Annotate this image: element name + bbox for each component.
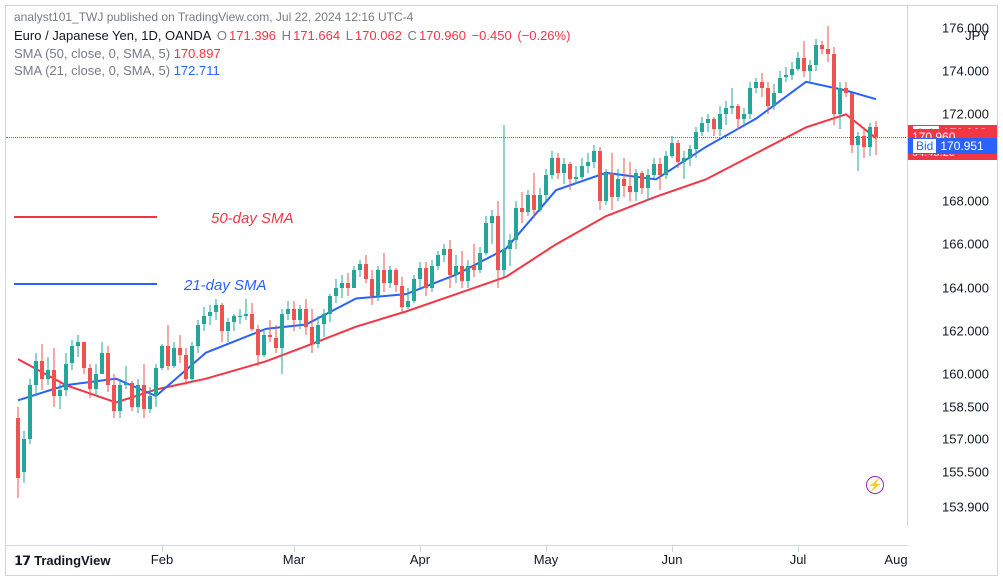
y-tick: 162.000 — [942, 324, 989, 339]
y-tick: 172.000 — [942, 107, 989, 122]
price-label: Bid170.951 — [908, 138, 997, 154]
sma50-legend-line — [14, 216, 157, 218]
y-tick: 164.000 — [942, 280, 989, 295]
plot-area[interactable]: 50-day SMA 21-day SMA ⚡ — [6, 6, 908, 526]
y-tick: 158.500 — [942, 399, 989, 414]
x-tick: Feb — [151, 552, 173, 567]
sma50-annotation: 50-day SMA — [211, 210, 294, 227]
y-tick: 153.900 — [942, 499, 989, 514]
y-tick: 174.000 — [942, 64, 989, 79]
x-axis[interactable]: Feb Mar Apr May Jun Jul Aug — [6, 545, 908, 575]
y-tick: 160.000 — [942, 367, 989, 382]
flash-icon[interactable]: ⚡ — [866, 476, 884, 494]
x-tick: Jun — [662, 552, 683, 567]
sma21-annotation: 21-day SMA — [184, 277, 267, 294]
x-tick: Jul — [790, 552, 807, 567]
y-tick: 168.000 — [942, 194, 989, 209]
tradingview-logo[interactable]: 𝟭𝟳 TradingView — [14, 553, 110, 569]
chart-container: analyst101_TWJ published on TradingView.… — [5, 5, 998, 576]
x-tick: Aug — [884, 552, 907, 567]
y-axis[interactable]: JPY 176.000174.000172.000168.000166.0001… — [907, 6, 997, 526]
x-tick: Apr — [410, 552, 430, 567]
y-tick: 155.500 — [942, 464, 989, 479]
y-tick: 166.000 — [942, 237, 989, 252]
last-price-line — [6, 137, 908, 138]
tv-icon: 𝟭𝟳 — [14, 553, 30, 568]
y-tick: 176.000 — [942, 20, 989, 35]
sma21-legend-line — [14, 283, 157, 285]
x-tick: May — [534, 552, 559, 567]
y-tick: 157.000 — [942, 432, 989, 447]
tv-text: TradingView — [34, 553, 110, 568]
x-tick: Mar — [283, 552, 305, 567]
